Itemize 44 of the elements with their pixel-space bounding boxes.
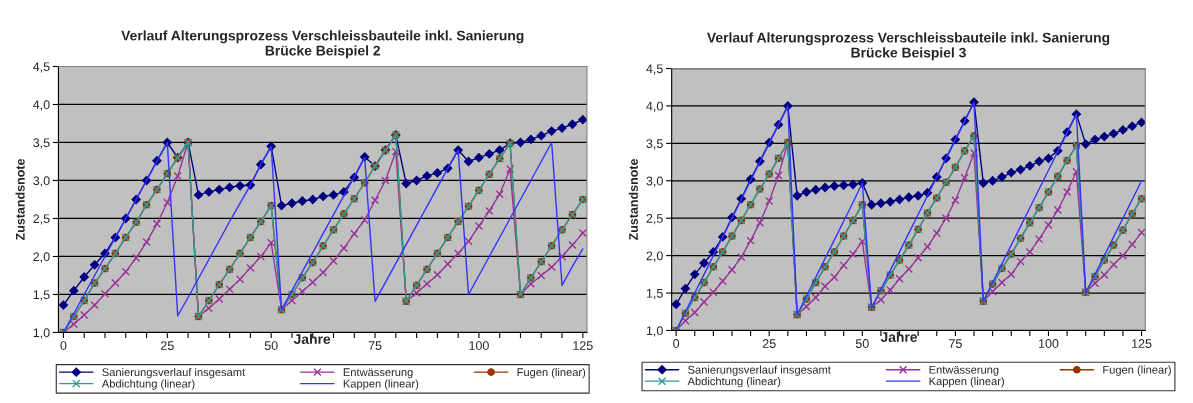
x-tick-label: 50 — [855, 339, 869, 348]
legend-label: Abdichtung (linear) — [687, 377, 781, 388]
x-tick-label: 100 — [469, 341, 489, 350]
legend-label: Sanierungsverlauf insgesamt — [102, 367, 246, 379]
x-tick-label: 100 — [1039, 339, 1059, 348]
legend-label: Entwässerung — [343, 368, 413, 379]
y-tick-label: 2,0 — [646, 251, 663, 262]
x-tick-label: 125 — [573, 341, 593, 350]
y-tick-label: 2,0 — [33, 252, 50, 263]
y-tick-label: 2,5 — [33, 214, 50, 225]
legend-label: Kappen (linear) — [929, 377, 1004, 388]
y-tick-label: 4,0 — [33, 100, 50, 111]
y-tick-label: 1,5 — [33, 290, 50, 301]
x-tick-label: 0 — [673, 339, 680, 348]
chart-title: Verlauf Alterungsprozess Verschleissbauteile inkl. Sanierung Brücke Beispiel 3 — [706, 32, 1110, 61]
y-axis-title: Zustandsnote — [628, 158, 638, 241]
x-axis-title: Jahre — [880, 331, 918, 342]
legend-label: Sanierungsverlauf insgesamt — [688, 365, 831, 376]
legend-label: Abdichtung (linear) — [101, 379, 195, 390]
y-tick-label: 4,0 — [646, 101, 663, 113]
y-tick-label: 4,5 — [33, 62, 50, 73]
x-tick-label: 50 — [264, 341, 278, 350]
x-tick-label: 0 — [60, 341, 67, 350]
y-tick-label: 1,5 — [646, 288, 663, 300]
y-tick-label: 4,5 — [646, 64, 663, 75]
legend-label: Kappen (linear) — [343, 379, 419, 390]
chart-title: Verlauf Alterungsprozess Verschleissbauteile inkl. Sanierung Brücke Beispiel 2 — [121, 30, 524, 59]
x-tick-label: 75 — [949, 339, 962, 348]
x-tick-label: 75 — [368, 341, 382, 350]
y-tick-label: 2,5 — [646, 214, 663, 225]
legend-label: Fugen (linear) — [1103, 365, 1171, 376]
y-tick-label: 1,0 — [33, 328, 50, 339]
y-tick-label: 3,5 — [33, 138, 50, 149]
y-tick-label: 3,5 — [646, 139, 663, 150]
y-tick-label: 3,0 — [33, 176, 50, 187]
y-tick-label: 1,0 — [646, 326, 663, 337]
y-tick-label: 3,0 — [646, 176, 663, 187]
x-tick-label: 125 — [1132, 339, 1152, 348]
legend-label: Entwässerung — [929, 365, 999, 376]
legend-label: Fugen (linear) — [517, 367, 586, 379]
x-tick-label: 25 — [762, 339, 776, 348]
y-axis-title: Zustandsnote — [15, 158, 25, 241]
x-axis-title: Jahre — [293, 333, 331, 345]
x-tick-label: 25 — [160, 341, 174, 350]
